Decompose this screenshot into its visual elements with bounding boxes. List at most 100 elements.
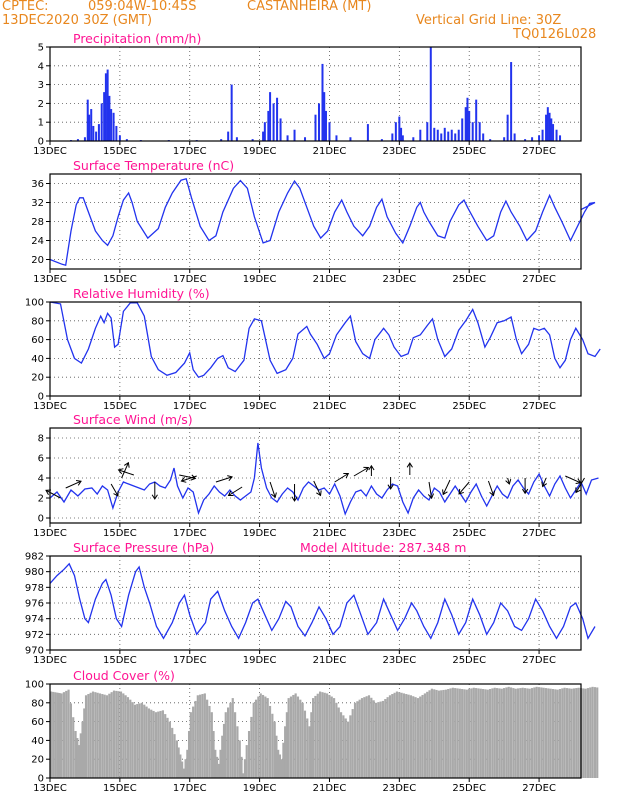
cloud-bar: [247, 731, 251, 778]
cloud-bar: [140, 702, 144, 778]
cloud-bar: [463, 689, 466, 778]
cloud-bar: [133, 704, 137, 778]
wind-vector-head: [227, 475, 233, 482]
x-tick-label: 17DEC: [173, 274, 207, 285]
cloud-bar: [289, 696, 293, 778]
cloud-bar: [475, 688, 478, 778]
x-tick-label: 13DEC: [33, 783, 67, 794]
cloud-bar: [177, 747, 180, 778]
cloud-bar: [419, 696, 422, 778]
cloud-bar: [398, 692, 401, 778]
x-tick-label: 23DEC: [382, 528, 416, 539]
precip-bar: [230, 84, 233, 141]
cloud-bar: [161, 710, 164, 778]
cloud-bar: [62, 692, 66, 778]
cloud-bar: [145, 706, 148, 778]
precip-bar: [475, 99, 478, 141]
cloud-bar: [268, 705, 272, 778]
header-model-code: TQ0126L028: [513, 27, 597, 42]
precip-bar: [447, 131, 450, 141]
x-tick-label: 21DEC: [313, 783, 347, 794]
cloud-bar: [189, 712, 192, 778]
cloud-bar: [477, 688, 480, 778]
x-tick-label: 23DEC: [382, 655, 416, 666]
cloud-bar: [119, 691, 123, 778]
cloud-bar: [166, 717, 169, 778]
precip-bar: [426, 122, 429, 141]
cloud-bar: [105, 695, 109, 778]
cloud-bar: [60, 693, 63, 778]
cloud-bar: [537, 687, 541, 778]
x-tick-label: 23DEC: [382, 783, 416, 794]
cloud-bar: [377, 702, 380, 778]
cloud-bar: [363, 697, 366, 778]
precip-bar: [314, 114, 317, 141]
cloud-bar: [186, 749, 189, 778]
y-tick-label: 5: [38, 43, 44, 54]
cloud-bar: [306, 718, 309, 778]
cloud-bar: [87, 694, 90, 778]
x-tick-label: 17DEC: [173, 655, 207, 666]
cloud-bar: [275, 735, 278, 778]
cloud-bar: [308, 726, 311, 778]
wind-vector-head: [368, 464, 375, 471]
cloud-bar: [523, 688, 527, 778]
precip-bar: [412, 137, 415, 141]
x-tick-label: 27DEC: [522, 401, 556, 412]
cloud-bar: [299, 699, 302, 778]
precip-bar: [90, 109, 93, 141]
cloud-bar: [58, 693, 61, 778]
precip-bar: [440, 133, 443, 141]
wind-vector-head: [113, 490, 119, 497]
cloud-bar: [69, 703, 72, 778]
cloud-bar: [591, 686, 594, 778]
cloud-bar: [430, 688, 433, 778]
precip-bar: [464, 107, 467, 141]
wind-vector-head: [45, 489, 52, 495]
cloud-bar: [147, 708, 151, 778]
y-tick-label: 40: [31, 354, 44, 365]
precip-bar: [86, 99, 89, 141]
panel-frame: [49, 427, 582, 524]
cloud-bar: [412, 696, 415, 778]
y-tick-label: 80: [31, 316, 44, 327]
y-tick-label: 36: [31, 179, 44, 190]
y-tick-label: 8: [38, 434, 44, 445]
cloud-bar: [117, 691, 120, 778]
cloud-bar: [344, 718, 347, 778]
wind-vector: [313, 480, 322, 496]
cloud-bar: [138, 703, 141, 778]
panel-precip: 0 1 2 3 4 5 13DEC 15DEC 17DEC 19DEC 21DEC 23DEC 25DE…: [33, 31, 582, 157]
cloud-bar: [486, 689, 489, 778]
y-tick-label: 978: [25, 583, 44, 594]
cloud-bar: [528, 688, 531, 778]
cloud-bar: [479, 688, 482, 778]
cloud-bar: [203, 693, 206, 778]
cloud-bar: [416, 698, 420, 778]
precip-bar: [328, 122, 331, 141]
temp-title: Surface Temperature (nC): [73, 158, 234, 173]
cloud-bar: [447, 689, 450, 778]
cloud-bar: [168, 721, 171, 778]
precip-bar: [552, 124, 555, 141]
cloud-bar: [217, 763, 220, 778]
header-source: CPTEC:: [2, 0, 49, 14]
y-tick-label: 100: [25, 298, 44, 309]
cloud-bar: [56, 692, 59, 778]
cloud-bar: [498, 688, 501, 778]
wind-line: [49, 442, 599, 516]
cloud-bar: [449, 688, 452, 778]
precip-bar: [506, 114, 509, 141]
x-tick-label: 13DEC: [33, 274, 67, 285]
y-tick-label: 2: [38, 494, 44, 505]
y-tick-label: 0: [38, 514, 44, 525]
cloud-bar: [328, 694, 331, 778]
cloud-bar: [108, 693, 111, 778]
y-tick-label: 4: [38, 474, 44, 485]
cloud-title: Cloud Cover (%): [73, 668, 175, 683]
cloud-bar: [181, 761, 184, 778]
cloud-bar: [461, 689, 464, 778]
cloud-bar: [414, 697, 417, 778]
cloud-bar: [554, 689, 557, 778]
cloud-bar: [465, 689, 468, 778]
